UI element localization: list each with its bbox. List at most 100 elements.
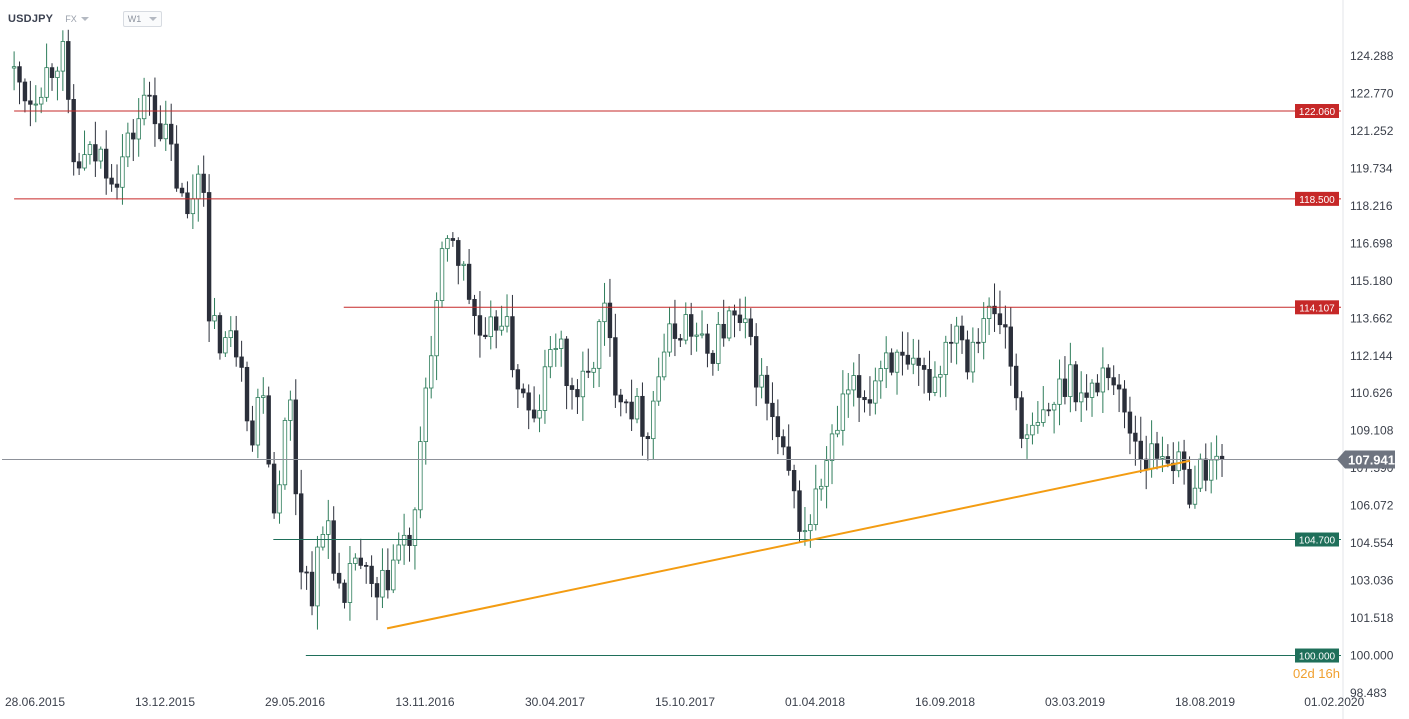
- candle-body: [1057, 378, 1062, 405]
- candle-body: [201, 173, 206, 193]
- candle-body: [71, 99, 76, 163]
- candle-body: [1149, 443, 1154, 470]
- current-price-tag: [1337, 450, 1395, 469]
- candle-body: [1013, 365, 1019, 399]
- candle-body: [326, 520, 331, 535]
- level-label-bg: [1295, 532, 1339, 547]
- candle-body: [391, 559, 396, 591]
- candle-body: [970, 341, 976, 373]
- candle-body: [401, 534, 407, 546]
- y-tick-label: 122.770: [1350, 86, 1394, 100]
- y-tick-label: 100.000: [1350, 649, 1394, 663]
- candle-body: [775, 416, 781, 438]
- x-tick-label: 16.09.2018: [915, 695, 975, 709]
- candle-body: [824, 460, 829, 487]
- candle-body: [591, 367, 596, 373]
- current-price-label: 107.941: [1348, 453, 1395, 468]
- x-tick-label: 29.05.2016: [265, 695, 325, 709]
- level-label: 114.107: [1299, 303, 1335, 314]
- candle-body: [428, 355, 434, 389]
- candle-body: [244, 366, 250, 422]
- candle-body: [363, 564, 369, 567]
- candle-body: [997, 313, 1003, 326]
- candle-body: [705, 333, 710, 354]
- countdown-hours-unit: h: [1332, 666, 1340, 681]
- candle-body: [521, 388, 526, 394]
- countdown-days: 02: [1292, 666, 1308, 681]
- candle-body: [688, 314, 694, 337]
- candle-body: [651, 400, 656, 440]
- y-tick-label: 116.698: [1350, 236, 1393, 250]
- level-label: 104.700: [1299, 536, 1336, 547]
- candle-body: [190, 198, 196, 215]
- candle-body: [233, 330, 239, 358]
- candle-body: [672, 323, 678, 339]
- candle-body: [1068, 364, 1073, 397]
- candle-body: [1154, 443, 1160, 459]
- market-selector[interactable]: FX: [65, 14, 89, 24]
- candle-body: [965, 339, 970, 373]
- candle-body: [948, 341, 954, 344]
- candle-body: [645, 436, 651, 440]
- candle-body: [1019, 397, 1024, 439]
- y-axis: 124.288 122.770 121.252 119.734 118.216 116.6…: [1350, 49, 1394, 700]
- candle-body: [38, 96, 44, 105]
- candle-body: [331, 520, 336, 574]
- candle-body: [49, 67, 55, 78]
- candle-body: [277, 484, 282, 514]
- candle-body: [1051, 403, 1057, 411]
- y-tick-label: 103.036: [1350, 574, 1394, 588]
- candle-body: [114, 183, 120, 188]
- candle-body: [1035, 422, 1041, 426]
- candle-body: [721, 323, 726, 339]
- candle-body: [1003, 324, 1008, 328]
- candle-body: [759, 374, 764, 388]
- candle-body: [1203, 458, 1208, 481]
- candle-body: [596, 321, 602, 369]
- candle-body: [634, 395, 640, 420]
- candle-body: [17, 66, 22, 83]
- candle-body: [542, 366, 548, 411]
- candle-body: [515, 369, 521, 390]
- candle-body: [336, 572, 342, 584]
- y-tick-label: 98.483: [1350, 686, 1387, 700]
- candle-body: [353, 557, 358, 564]
- candle-countdown: 02d 16h: [1293, 666, 1340, 681]
- candle-body: [131, 132, 136, 140]
- candle-body: [802, 530, 808, 533]
- timeframe-label: W1: [127, 14, 142, 24]
- candle-body: [737, 314, 743, 323]
- candle-body: [293, 399, 298, 495]
- candle-body: [564, 338, 569, 387]
- candle-body: [743, 318, 748, 323]
- candle-body: [461, 263, 466, 266]
- candle-body: [623, 401, 629, 404]
- candle-body: [683, 314, 688, 341]
- candle-body: [1208, 459, 1214, 481]
- candle-body: [943, 341, 948, 375]
- timeframe-selector[interactable]: W1: [122, 11, 163, 27]
- candle-body: [304, 571, 309, 574]
- candle-body: [862, 397, 867, 401]
- symbol-label[interactable]: USDJPY: [8, 13, 54, 25]
- candle-body: [618, 394, 623, 403]
- support-trendline: [386, 459, 1191, 630]
- candle-body: [813, 488, 818, 525]
- countdown-days-unit: d: [1307, 666, 1315, 681]
- candle-body: [954, 325, 959, 344]
- y-tick-label: 119.734: [1350, 161, 1393, 175]
- candle-body: [878, 368, 883, 382]
- candle-body: [770, 402, 775, 418]
- candle-body: [320, 534, 326, 548]
- candle-body: [250, 420, 255, 446]
- candle-body: [797, 490, 802, 532]
- candle-body: [483, 334, 488, 337]
- x-tick-label: 13.11.2016: [395, 695, 454, 709]
- x-tick-label: 15.10.2017: [655, 695, 715, 709]
- candle-body: [1198, 458, 1203, 489]
- candle-body: [894, 351, 900, 373]
- candle-body: [602, 302, 607, 323]
- level-label: 100.000: [1299, 652, 1336, 663]
- candle-body: [315, 546, 320, 607]
